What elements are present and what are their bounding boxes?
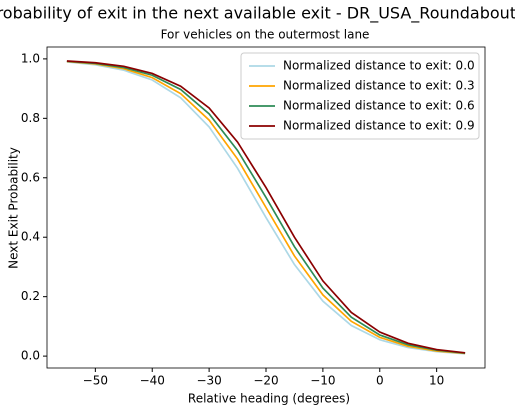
x-tick-label: 10 — [429, 374, 444, 388]
series-line — [66, 60, 466, 354]
x-tick-label: −40 — [140, 374, 165, 388]
legend-label: Normalized distance to exit: 0.3 — [283, 79, 475, 93]
y-axis-label: Next Exit Probability — [7, 147, 21, 269]
x-tick-label: −30 — [196, 374, 221, 388]
x-tick-label: −20 — [253, 374, 278, 388]
legend-label: Normalized distance to exit: 0.6 — [283, 99, 475, 113]
legend-label: Normalized distance to exit: 0.0 — [283, 59, 475, 73]
y-tick-label: 0.8 — [21, 111, 40, 125]
legend-label: Normalized distance to exit: 0.9 — [283, 119, 475, 133]
legend-box — [240, 52, 480, 140]
x-tick-label: −10 — [310, 374, 335, 388]
y-tick-label: 0.6 — [21, 170, 40, 184]
chart-subtitle: For vehicles on the outermost lane — [161, 28, 370, 42]
x-tick-label: 0 — [376, 374, 384, 388]
plot-frame — [46, 46, 486, 369]
y-tick-label: 0.0 — [21, 349, 40, 363]
series-line — [66, 60, 466, 354]
y-tick-label: 0.4 — [21, 230, 40, 244]
series-line — [66, 60, 466, 355]
series-line — [66, 61, 466, 355]
chart-title: Probability of exit in the next availabl… — [0, 4, 515, 24]
y-tick-label: 0.2 — [21, 289, 40, 303]
y-tick-label: 1.0 — [21, 51, 40, 65]
x-axis-label: Relative heading (degrees) — [188, 392, 350, 406]
x-tick-label: −50 — [83, 374, 108, 388]
